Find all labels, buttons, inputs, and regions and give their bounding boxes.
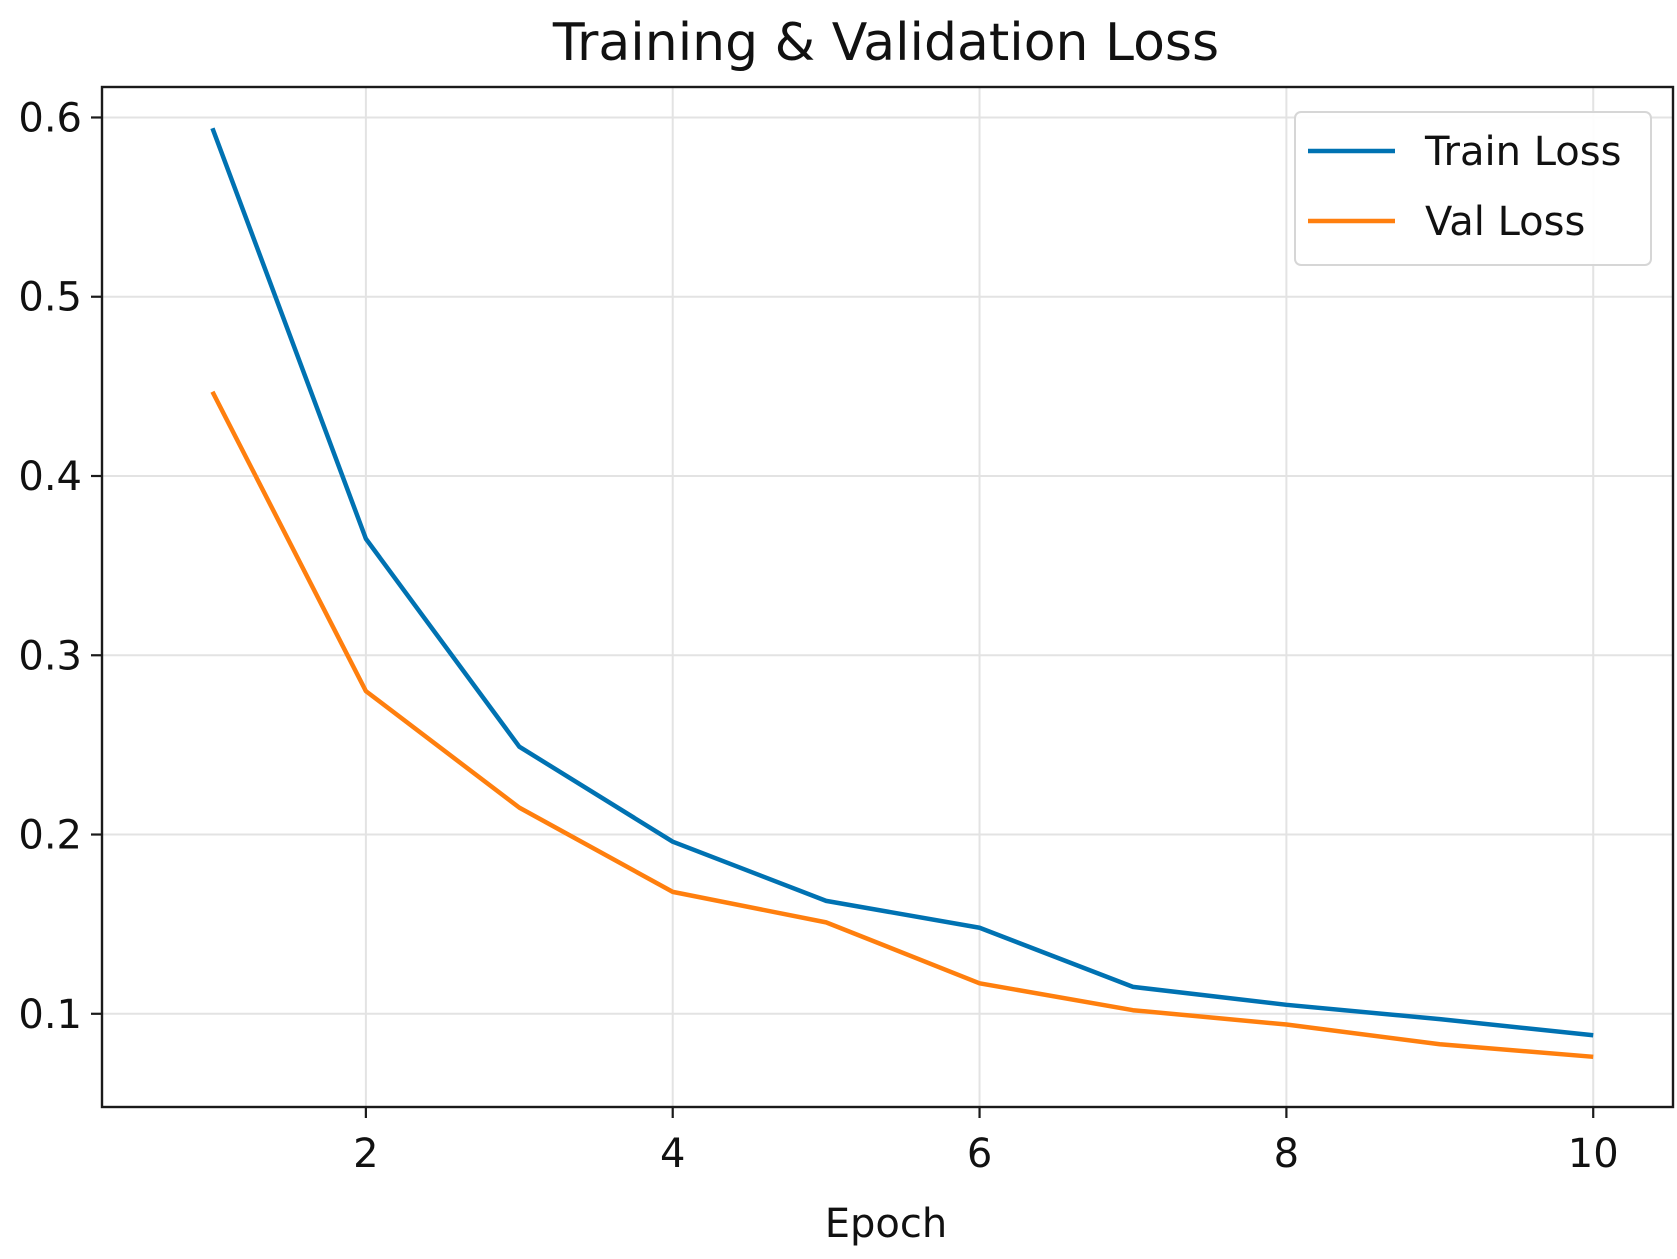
legend-item: Train Loss <box>1308 129 1621 175</box>
y-axis-ticks: 0.1 0.2 0.3 0.4 0.5 0.6 <box>18 95 102 1038</box>
y-tick-label: 0.4 <box>18 454 82 500</box>
x-tick-label: 2 <box>353 1131 378 1177</box>
y-tick-label: 0.2 <box>18 813 82 859</box>
y-tick-label: 0.6 <box>18 95 82 141</box>
x-tick-label: 10 <box>1568 1131 1619 1177</box>
x-axis-ticks: 2 4 6 8 10 <box>353 1107 1619 1177</box>
chart-title: Training & Validation Loss <box>552 13 1219 73</box>
y-tick-label: 0.3 <box>18 633 82 679</box>
series-line-val-loss <box>210 390 1594 1060</box>
y-tick-label: 0.5 <box>18 275 82 321</box>
legend: Train Loss Val Loss <box>1294 111 1652 266</box>
series-line-train-loss <box>210 127 1594 1038</box>
legend-item: Val Loss <box>1308 199 1585 245</box>
x-tick-label: 4 <box>660 1131 685 1177</box>
x-tick-label: 8 <box>1274 1131 1299 1177</box>
plot-frame <box>100 85 1675 1109</box>
y-tick-label: 0.1 <box>18 992 82 1038</box>
legend-label: Train Loss <box>1424 129 1621 175</box>
legend-label: Val Loss <box>1425 199 1585 245</box>
x-tick-label: 6 <box>967 1131 992 1177</box>
series-layer <box>210 127 1594 1060</box>
x-axis-label: Epoch <box>825 1201 947 1247</box>
